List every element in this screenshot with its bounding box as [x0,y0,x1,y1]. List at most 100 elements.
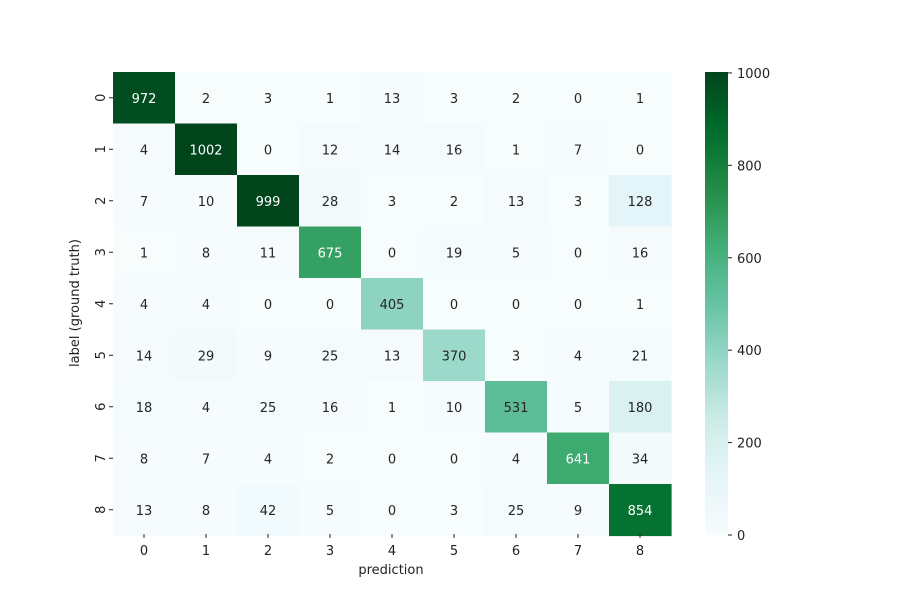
heatmap-cell [485,72,548,125]
colorbar-tick-label: 800 [737,159,762,174]
x-axis-label: prediction [358,563,423,578]
cell-value-label: 3 [574,195,582,210]
cell-value-label: 0 [264,143,272,158]
heatmap-cell [547,484,610,537]
heatmap-cell [423,484,486,537]
cell-value-label: 2 [450,195,458,210]
heatmap-cell [299,432,362,485]
x-tick-label: 8 [636,544,644,559]
y-tick-label: 8 [94,506,109,514]
y-tick-label: 7 [94,454,109,462]
y-tick-label: 4 [94,300,109,308]
heatmap-cell [423,175,486,228]
cell-value-label: 128 [628,195,653,210]
cell-value-label: 14 [384,143,401,158]
heatmap-cell [361,278,424,331]
heatmap-cell [485,123,548,176]
heatmap-cell [175,226,238,279]
cell-value-label: 13 [136,504,153,519]
cell-value-label: 4 [140,298,148,313]
heatmap-cell [485,484,548,537]
colorbar-tick-label: 200 [737,437,762,452]
cell-value-label: 1 [512,143,520,158]
cell-value-label: 25 [260,401,277,416]
cell-value-label: 3 [450,504,458,519]
x-tick-label: 6 [512,544,520,559]
heatmap-cell [609,72,672,125]
heatmap-cell [113,72,176,125]
cell-value-label: 3 [388,195,396,210]
cell-value-label: 854 [628,504,653,519]
heatmap-cell [237,432,300,485]
cell-value-label: 370 [442,349,467,364]
x-tick-label: 1 [202,544,210,559]
heatmap-cell [485,432,548,485]
cell-value-label: 3 [264,92,272,107]
cell-value-label: 10 [198,195,215,210]
colorbar-ticks: 0 200 400 600 800 1000 [728,67,770,544]
heatmap-cell [361,175,424,228]
cell-value-label: 3 [450,92,458,107]
heatmap-cell [237,484,300,537]
cell-value-label: 28 [322,195,339,210]
cell-value-label: 13 [508,195,525,210]
heatmap-cell [423,72,486,125]
cell-value-label: 21 [632,349,649,364]
cell-value-label: 972 [132,92,157,107]
cell-value-label: 4 [512,452,520,467]
cell-value-label: 1 [636,298,644,313]
cell-value-label: 13 [384,92,401,107]
heatmap-cell [609,484,672,537]
heatmap-cell [485,175,548,228]
cell-value-label: 4 [264,452,272,467]
cell-value-label: 18 [136,401,153,416]
x-tick-label: 3 [326,544,334,559]
cell-value-label: 25 [322,349,339,364]
cell-value-label: 0 [264,298,272,313]
heatmap-cell [175,329,238,382]
y-tick-label: 1 [94,145,109,153]
heatmap-cell [113,123,176,176]
cell-value-label: 0 [450,298,458,313]
heatmap-cell [113,381,176,434]
heatmap-cell [299,175,362,228]
cell-value-label: 1 [140,246,148,261]
heatmap-cell [237,278,300,331]
x-tick-label: 4 [388,544,396,559]
heatmap-cell [299,226,362,279]
heatmap-cell [175,432,238,485]
heatmap-cell [113,484,176,537]
heatmap-cell [547,329,610,382]
colorbar-tick-label: 600 [737,252,762,267]
heatmap-cell [299,123,362,176]
heatmap-cell [175,278,238,331]
heatmap-cell [361,329,424,382]
colorbar-tick-label: 0 [737,529,745,544]
heatmap-cell [175,484,238,537]
cell-value-label: 0 [574,92,582,107]
heatmap-cell [423,381,486,434]
cell-value-label: 16 [322,401,339,416]
y-tick-label: 2 [94,197,109,205]
cell-value-label: 0 [388,246,396,261]
cell-value-label: 675 [318,246,343,261]
heatmap-cell [237,329,300,382]
heatmap-cell [237,226,300,279]
cell-value-label: 8 [202,504,210,519]
heatmap-cell [423,432,486,485]
x-tick-label: 7 [574,544,582,559]
heatmap-cell [547,278,610,331]
cell-value-label: 14 [136,349,153,364]
cell-value-label: 531 [504,401,529,416]
x-tick-label: 0 [140,544,148,559]
cell-value-label: 0 [326,298,334,313]
cell-value-label: 10 [446,401,463,416]
heatmap-cell [237,175,300,228]
cell-value-label: 7 [140,195,148,210]
cell-value-label: 180 [628,401,653,416]
heatmap-cell [113,432,176,485]
heatmap-cell [609,278,672,331]
x-axis-ticks: 0 1 2 3 4 5 6 7 8 [140,534,644,559]
x-tick-label: 2 [264,544,272,559]
